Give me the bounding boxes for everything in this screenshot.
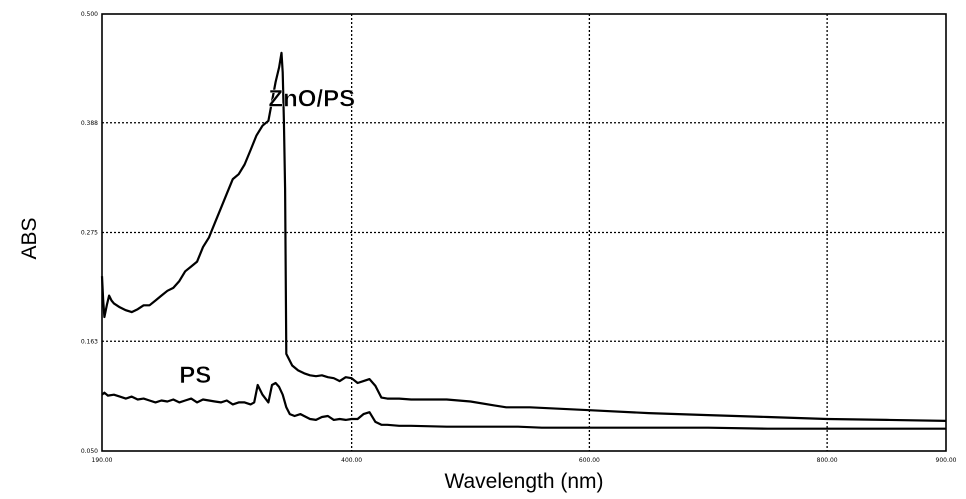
plot-frame bbox=[101, 13, 947, 452]
x-tick-label: 400.00 bbox=[341, 457, 362, 464]
y-tick-label: 0.050 bbox=[81, 448, 98, 455]
grid bbox=[102, 14, 946, 451]
x-tick-label: 800.00 bbox=[817, 457, 838, 464]
series-line-znops bbox=[100, 51, 947, 422]
y-tick-label: 0.275 bbox=[81, 230, 98, 237]
ticks: 190.00 400.00 600.00 800.00 900.00 0.050 0.163… bbox=[81, 11, 957, 464]
series-label-znops: ZnO/PS bbox=[268, 85, 355, 112]
x-tick-label: 900.00 bbox=[936, 457, 957, 464]
series-label-ps: PS bbox=[179, 362, 211, 389]
x-tick-label: 190.00 bbox=[92, 457, 113, 464]
y-tick-label: 0.500 bbox=[81, 11, 98, 18]
x-axis-title: Wavelength (nm) bbox=[444, 470, 603, 493]
series-line-ps bbox=[101, 381, 946, 430]
y-tick-label: 0.388 bbox=[81, 120, 98, 127]
y-tick-label: 0.163 bbox=[81, 338, 98, 345]
x-tick-label: 600.00 bbox=[579, 457, 600, 464]
series bbox=[100, 51, 947, 430]
y-axis-title: ABS bbox=[18, 217, 41, 259]
